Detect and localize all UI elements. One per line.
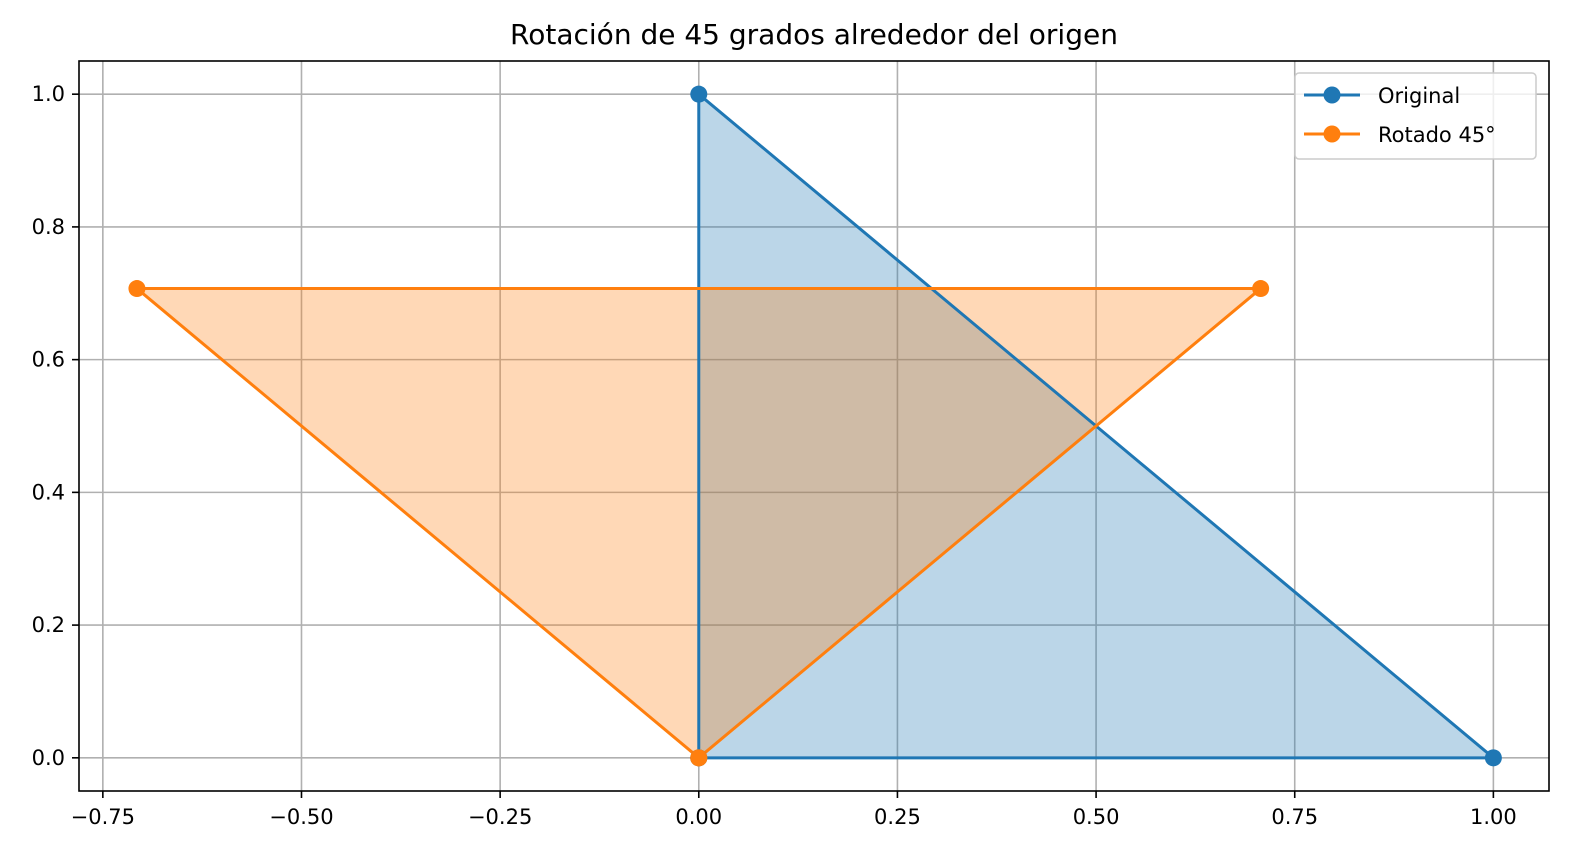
y-tick-label: 0.2 xyxy=(32,613,65,637)
legend: Original Rotado 45° xyxy=(1294,72,1537,160)
x-tick-label: −0.75 xyxy=(71,805,135,829)
data-point xyxy=(128,280,146,298)
legend-label: Original xyxy=(1378,84,1460,108)
axes-frame xyxy=(78,60,1550,792)
y-tick-label: 0.8 xyxy=(32,215,65,239)
series-fills xyxy=(136,94,1494,758)
x-tick-label: −0.25 xyxy=(468,805,532,829)
series-line xyxy=(135,287,1263,759)
series-lines xyxy=(135,92,1495,760)
series-markers xyxy=(128,85,1502,767)
y-tick-label: 0.0 xyxy=(32,746,65,770)
x-axis-ticks: −0.75 −0.50 −0.25 0.00 0.25 0.50 0.75 1.00 xyxy=(71,791,1517,829)
x-tick-label: −0.50 xyxy=(269,805,333,829)
y-axis-ticks: 0.0 0.2 0.4 0.6 0.8 1.0 xyxy=(32,82,79,770)
data-point xyxy=(1484,749,1502,767)
data-point xyxy=(690,85,708,103)
data-point xyxy=(690,749,708,767)
data-point xyxy=(1252,280,1270,298)
y-tick-label: 1.0 xyxy=(32,82,65,106)
y-tick-label: 0.4 xyxy=(32,480,65,504)
x-tick-label: 0.00 xyxy=(675,805,722,829)
x-tick-label: 0.25 xyxy=(874,805,921,829)
chart-title: Rotación de 45 grados alrededor del orig… xyxy=(510,18,1118,51)
x-tick-label: 0.75 xyxy=(1271,805,1318,829)
legend-label: Rotado 45° xyxy=(1378,123,1496,147)
y-tick-label: 0.6 xyxy=(32,348,65,372)
legend-marker xyxy=(1323,125,1341,143)
legend-marker xyxy=(1323,86,1341,104)
x-tick-label: 0.50 xyxy=(1073,805,1120,829)
x-tick-label: 1.00 xyxy=(1470,805,1517,829)
